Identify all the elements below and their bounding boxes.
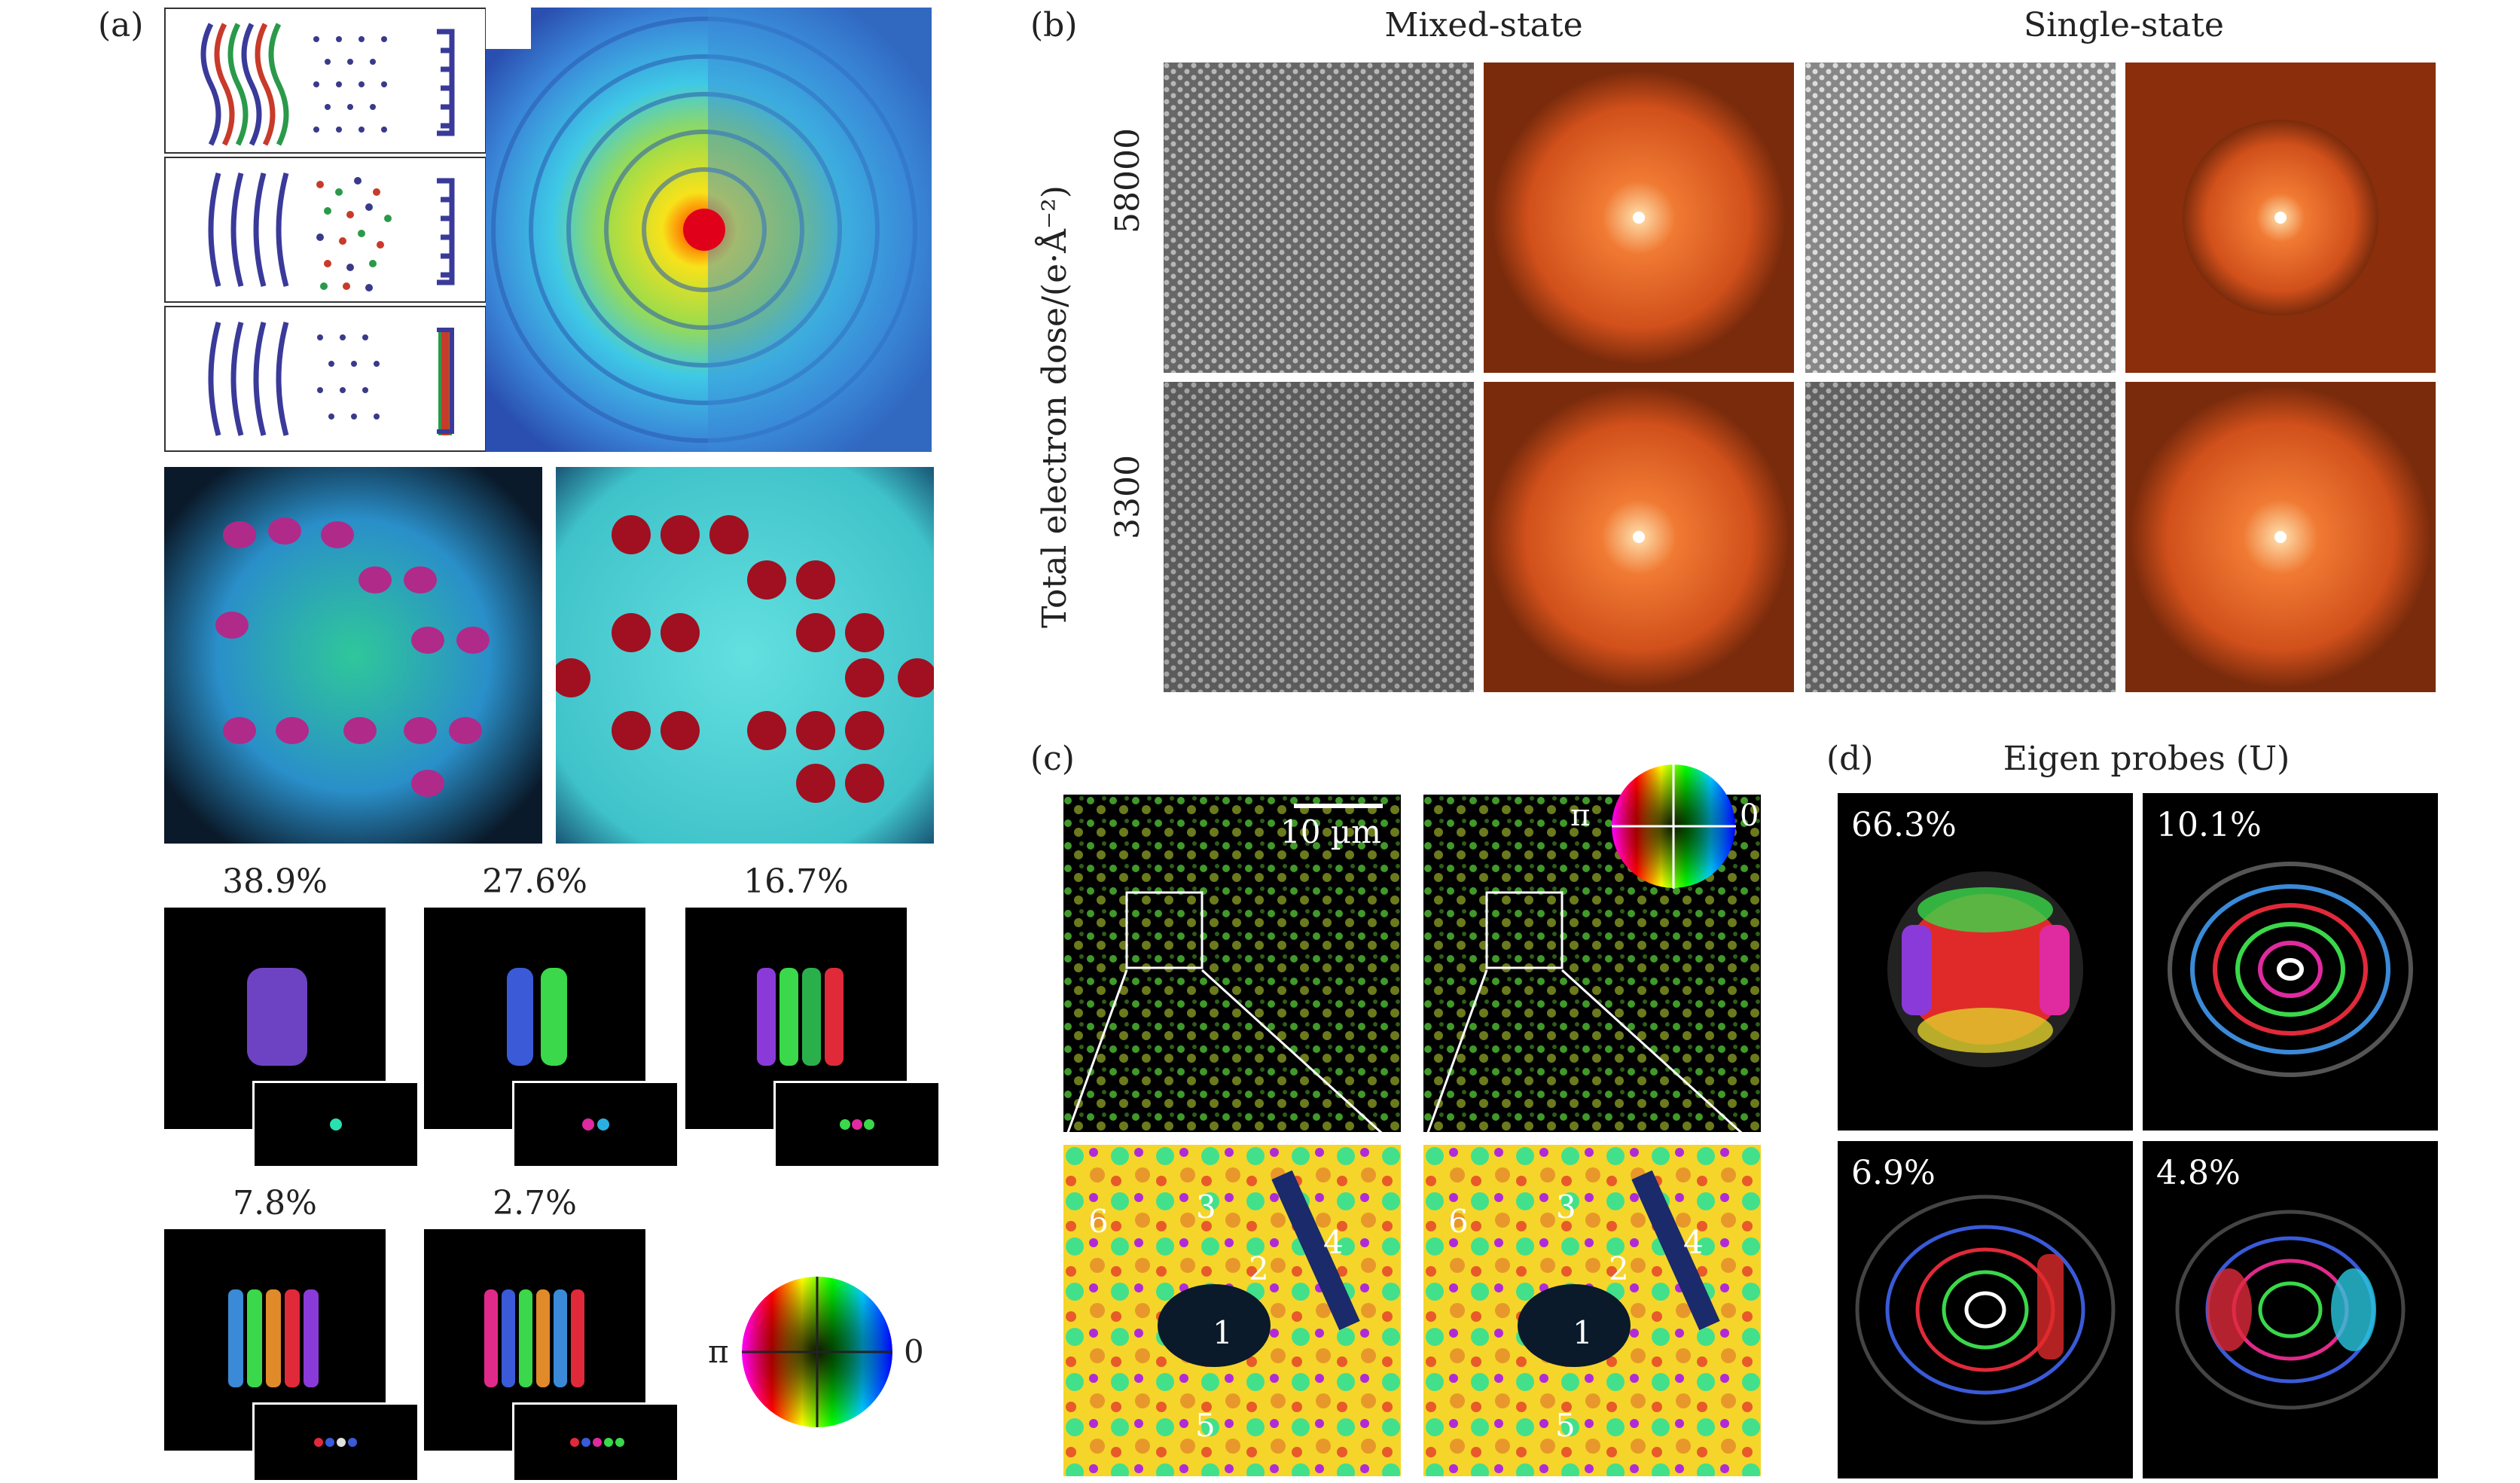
panel-c-label: (c)	[1030, 740, 1075, 778]
phase-zoom-single	[1423, 1145, 1761, 1476]
eigen-percentage: 4.8%	[2156, 1154, 2241, 1192]
panel-b-label: (b)	[1030, 6, 1078, 44]
region-label: 3	[1556, 1189, 1576, 1225]
panel-d-label: (d)	[1826, 740, 1874, 778]
wheel-label-pi: π	[708, 1333, 729, 1370]
lattice-image	[1164, 382, 1474, 692]
wheel-label-zero: 0	[1740, 798, 1759, 833]
mode-inset	[512, 1402, 679, 1482]
scale-bar	[1294, 804, 1383, 808]
schematic-box-1	[164, 8, 487, 154]
panel-d-title: Eigen probes (U)	[2003, 740, 2290, 778]
mode-inset	[512, 1081, 679, 1168]
reconstruction-ideal-image	[556, 467, 934, 844]
sample-overview-mixed	[1063, 795, 1401, 1132]
y-axis-label: Total electron dose/(e·Å⁻²)	[1036, 185, 1074, 628]
row-label-58000: 58000	[1109, 128, 1147, 233]
fft-image	[1484, 382, 1794, 692]
zoom-connector-lines	[1063, 969, 1756, 1146]
region-label: 1	[1573, 1314, 1593, 1351]
eigen-probe-image	[2143, 793, 2438, 1131]
scale-bar-label: 10 µm	[1280, 813, 1381, 850]
wheel-label-pi: π	[1570, 798, 1591, 833]
region-label: 4	[1683, 1224, 1704, 1261]
eigen-probe-image	[1838, 1141, 2133, 1478]
mode-inset	[252, 1081, 419, 1168]
eigen-percentage: 6.9%	[1851, 1154, 1936, 1192]
region-label: 5	[1195, 1407, 1216, 1444]
fft-image	[1484, 63, 1794, 373]
fft-image	[2125, 63, 2436, 373]
phase-color-wheel	[742, 1277, 892, 1427]
fft-image	[2125, 382, 2436, 692]
region-label: 2	[1609, 1250, 1629, 1287]
region-label: 6	[1088, 1203, 1109, 1240]
reconstruction-mixed-image	[164, 467, 542, 844]
wheel-label-zero: 0	[904, 1333, 924, 1370]
mode-percentage: 2.7%	[493, 1184, 577, 1222]
eigen-probe-image	[1838, 793, 2133, 1131]
eigen-percentage: 10.1%	[2156, 806, 2262, 844]
region-label: 1	[1213, 1314, 1233, 1351]
phase-zoom-mixed	[1063, 1145, 1401, 1476]
panel-a-label: (a)	[98, 6, 144, 44]
region-label: 2	[1249, 1250, 1269, 1287]
column-header-single: Single-state	[2024, 6, 2224, 44]
region-label: 6	[1448, 1203, 1469, 1240]
eigen-probe-image	[2143, 1141, 2438, 1478]
schematic-box-2	[164, 157, 487, 303]
diffraction-pattern-image	[486, 8, 932, 452]
mode-percentage: 38.9%	[222, 862, 328, 901]
mode-percentage: 7.8%	[233, 1184, 317, 1222]
region-label: 5	[1555, 1407, 1576, 1444]
mode-inset	[252, 1402, 419, 1482]
row-label-3300: 3300	[1109, 455, 1147, 539]
mode-inset	[773, 1081, 941, 1168]
mode-percentage: 16.7%	[743, 862, 849, 901]
lattice-image	[1805, 382, 2116, 692]
phase-color-wheel	[1612, 764, 1736, 889]
lattice-image	[1164, 63, 1474, 373]
region-label: 3	[1196, 1189, 1216, 1225]
eigen-percentage: 66.3%	[1851, 806, 1957, 844]
mode-percentage: 27.6%	[482, 862, 587, 901]
region-label: 4	[1323, 1224, 1344, 1261]
schematic-box-3	[164, 306, 487, 452]
lattice-image	[1805, 63, 2116, 373]
column-header-mixed: Mixed-state	[1384, 6, 1583, 44]
